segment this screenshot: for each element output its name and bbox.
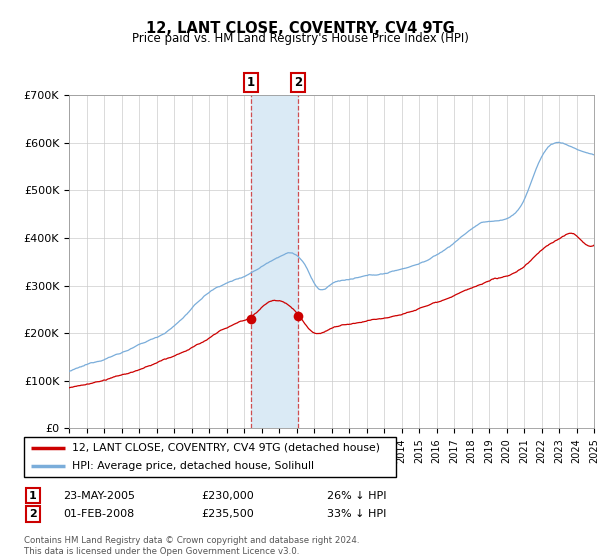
- Text: £235,500: £235,500: [201, 509, 254, 519]
- Text: 2: 2: [294, 76, 302, 89]
- Text: 12, LANT CLOSE, COVENTRY, CV4 9TG (detached house): 12, LANT CLOSE, COVENTRY, CV4 9TG (detac…: [73, 443, 380, 452]
- Text: £230,000: £230,000: [201, 491, 254, 501]
- Text: HPI: Average price, detached house, Solihull: HPI: Average price, detached house, Soli…: [73, 461, 314, 471]
- Text: 1: 1: [29, 491, 37, 501]
- Text: 26% ↓ HPI: 26% ↓ HPI: [327, 491, 386, 501]
- Text: 2: 2: [29, 509, 37, 519]
- Text: Price paid vs. HM Land Registry's House Price Index (HPI): Price paid vs. HM Land Registry's House …: [131, 32, 469, 45]
- Text: 23-MAY-2005: 23-MAY-2005: [63, 491, 135, 501]
- Text: Contains HM Land Registry data © Crown copyright and database right 2024.
This d: Contains HM Land Registry data © Crown c…: [24, 536, 359, 556]
- Text: 33% ↓ HPI: 33% ↓ HPI: [327, 509, 386, 519]
- FancyBboxPatch shape: [24, 437, 396, 477]
- Bar: [251, 95, 298, 428]
- Text: 01-FEB-2008: 01-FEB-2008: [63, 509, 134, 519]
- Text: 12, LANT CLOSE, COVENTRY, CV4 9TG: 12, LANT CLOSE, COVENTRY, CV4 9TG: [146, 21, 454, 36]
- Text: 1: 1: [247, 76, 255, 89]
